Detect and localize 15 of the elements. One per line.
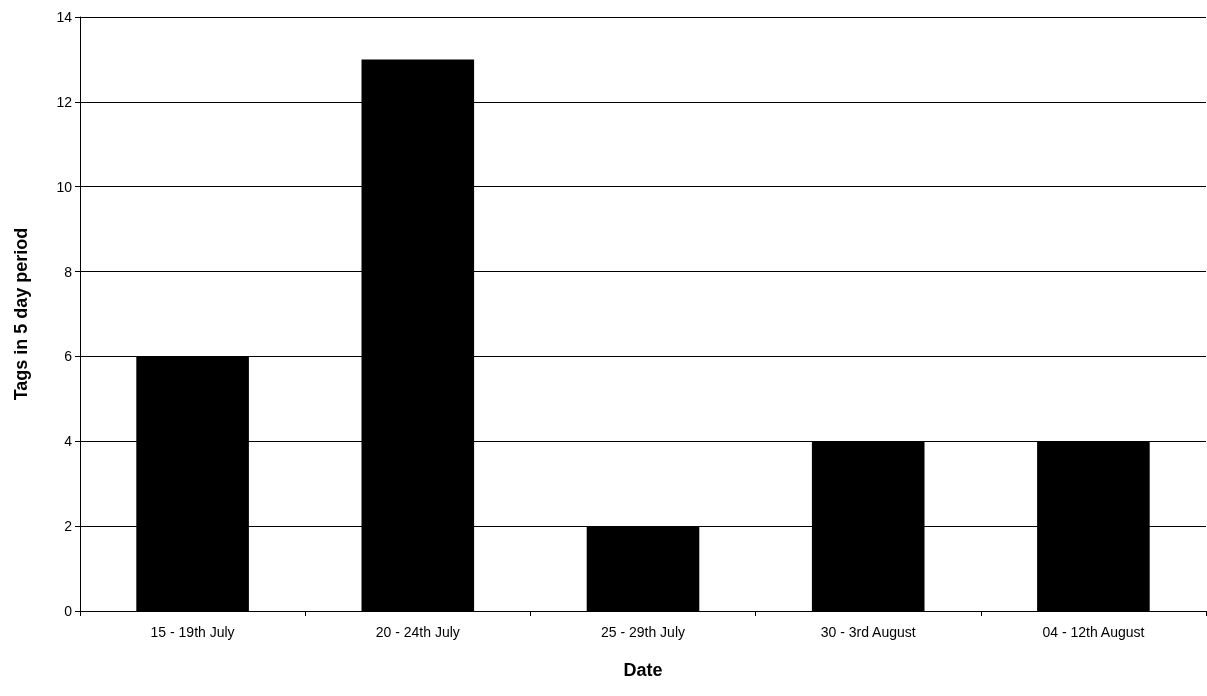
x-tick-label: 04 - 12th August <box>1042 624 1145 640</box>
y-tick-label: 10 <box>56 178 73 195</box>
x-tick-label: 30 - 3rd August <box>820 624 916 640</box>
x-tick-label: 15 - 19th July <box>150 624 235 640</box>
y-tick-label: 14 <box>56 9 73 25</box>
y-tick-label: 12 <box>56 93 73 110</box>
y-tick-label: 4 <box>64 433 73 450</box>
y-tick-label: 0 <box>64 603 73 619</box>
x-tick-label: 25 - 29th July <box>600 624 686 640</box>
y-tick-label: 8 <box>64 263 73 280</box>
y-tick-label: 2 <box>64 518 73 535</box>
y-axis-title: Tags in 5 day period <box>11 227 31 401</box>
x-axis-title: Date <box>623 660 663 680</box>
y-tick-label: 6 <box>64 348 73 365</box>
x-tick-label: 20 - 24th July <box>375 624 460 640</box>
